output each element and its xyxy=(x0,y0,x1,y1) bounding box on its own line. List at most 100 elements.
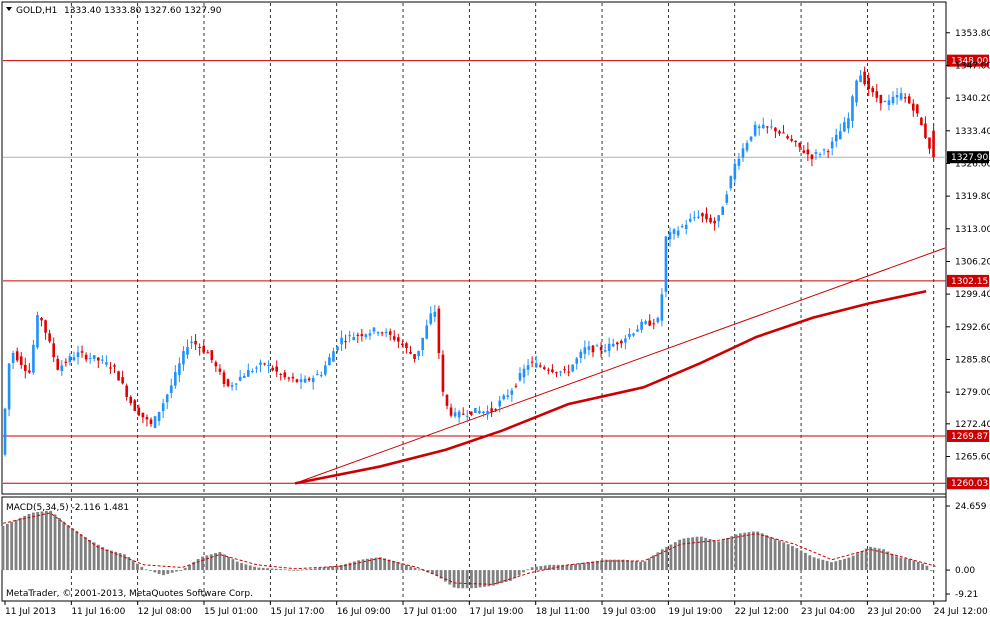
candle-body-bear xyxy=(875,91,879,98)
candle-body-bull xyxy=(36,315,39,348)
candle-body-bull xyxy=(421,337,424,351)
candle-body-bull xyxy=(169,385,173,393)
candle-body-bull xyxy=(770,126,773,128)
candle-body-bear xyxy=(210,350,214,361)
candle-body-bull xyxy=(384,331,388,334)
candle-body-bull xyxy=(315,374,319,376)
macd-histogram-bar xyxy=(5,523,9,571)
macd-histogram-bar xyxy=(339,564,343,571)
macd-histogram-bar xyxy=(79,534,83,571)
candle-body-bull xyxy=(583,347,587,354)
candle-body-bear xyxy=(129,396,133,404)
macd-histogram-bar xyxy=(49,510,53,571)
macd-histogram-bar xyxy=(500,570,504,584)
candle-body-bear xyxy=(19,356,23,366)
level-price-label: 1260.03 xyxy=(951,479,988,489)
macd-histogram-bar xyxy=(331,566,335,571)
candle-body-bull xyxy=(660,294,664,321)
candle-body-bear xyxy=(615,342,619,345)
macd-histogram-bar xyxy=(470,570,473,589)
time-tick-label: 23 Jul 20:00 xyxy=(867,607,921,617)
macd-histogram-bar xyxy=(812,557,816,571)
candle-body-bull xyxy=(465,415,469,417)
candle-body-bull xyxy=(328,357,331,366)
macd-histogram-bar xyxy=(404,564,408,571)
candle-body-bull xyxy=(899,93,903,100)
macd-histogram-bar xyxy=(873,547,877,571)
macd-histogram-bar xyxy=(383,558,387,571)
macd-histogram-bar xyxy=(162,570,165,576)
candle-body-bull xyxy=(676,230,680,236)
current-price-label: 1327.90 xyxy=(951,153,988,163)
candle-body-bear xyxy=(401,343,404,346)
macd-tick-label: 0.00 xyxy=(955,566,975,576)
horizontal-levels-layer: 1348.00 1302.15 1269.87 1260.03 1327.90 xyxy=(3,54,989,490)
copyright-text: MetaTrader, © 2001-2013, MetaQuotes Soft… xyxy=(6,589,253,599)
candle-body-bull xyxy=(632,333,635,336)
macd-histogram-bar xyxy=(765,535,768,571)
macd-histogram-bar xyxy=(248,565,252,571)
price-tick-label: 1265.60 xyxy=(955,452,990,462)
time-tick-label: 19 Jul 03:00 xyxy=(602,607,656,617)
macd-histogram-bar xyxy=(478,570,482,588)
macd-histogram-bar xyxy=(10,521,14,571)
macd-histogram-bar xyxy=(352,561,356,571)
candle-body-bull xyxy=(352,337,356,341)
macd-histogram-bar xyxy=(734,534,738,571)
macd-histogram-bar xyxy=(75,531,79,571)
macd-histogram-bar xyxy=(916,561,920,571)
candle-body-bull xyxy=(814,152,818,154)
macd-histogram-bar xyxy=(62,521,66,571)
macd-histogram-bar xyxy=(127,557,131,571)
current-price-tag xyxy=(947,151,989,164)
candle-body-bull xyxy=(887,100,891,106)
candle-body-bull xyxy=(433,311,437,317)
candle-body-bear xyxy=(867,77,870,89)
macd-histogram-bar xyxy=(630,560,634,571)
candle-body-bull xyxy=(303,378,307,383)
macd-histogram-bar xyxy=(179,570,183,571)
macd-histogram-bar xyxy=(760,533,764,571)
candle-body-bull xyxy=(624,338,627,343)
macd-histogram-bar xyxy=(300,569,304,571)
price-tick-label: 1319.80 xyxy=(955,192,990,202)
time-tick-label: 23 Jul 04:00 xyxy=(801,607,855,617)
level-price-tag xyxy=(947,429,989,442)
macd-histogram-bar xyxy=(88,539,92,571)
candle-body-bull xyxy=(607,343,611,351)
macd-histogram-bar xyxy=(149,570,152,571)
candle-body-bull xyxy=(656,317,660,323)
macd-histogram-bar xyxy=(396,562,400,571)
macd-histogram-bar xyxy=(691,537,695,571)
candle-body-bear xyxy=(563,369,566,371)
candle-body-bear xyxy=(798,142,802,148)
candle-body-bear xyxy=(344,341,347,343)
candle-body-bear xyxy=(652,323,656,325)
macd-histogram-bar xyxy=(391,560,395,571)
symbol-label: GOLD,H1 xyxy=(16,6,57,16)
candle-body-bear xyxy=(907,96,911,104)
macd-histogram-bar xyxy=(886,551,890,571)
candle-body-bull xyxy=(737,158,741,166)
price-axis: 1353.80 1347.00 1340.20 1333.40 1326.60 1319.… xyxy=(946,29,990,462)
candle-body-bear xyxy=(226,379,230,387)
macd-histogram-bar xyxy=(18,517,22,571)
macd-histogram-bar xyxy=(782,542,786,571)
candle-body-bull xyxy=(332,351,335,362)
candle-body-bear xyxy=(291,376,295,379)
candle-body-bull xyxy=(336,346,339,351)
candle-body-bull xyxy=(587,346,591,350)
macd-histogram-bar xyxy=(639,561,643,571)
macd-histogram-bar xyxy=(335,565,339,571)
dropdown-triangle-icon[interactable] xyxy=(6,7,12,11)
macd-histogram-bar xyxy=(851,555,855,571)
macd-histogram-bar xyxy=(882,549,885,571)
macd-histogram-bar xyxy=(44,510,48,571)
candle-body-bear xyxy=(56,358,60,370)
macd-histogram-bar xyxy=(821,559,825,571)
macd-histogram-bar xyxy=(799,550,803,571)
candle-body-bear xyxy=(409,351,412,354)
macd-histogram-bar xyxy=(908,559,911,571)
candle-body-bear xyxy=(445,394,449,406)
candle-body-bear xyxy=(778,131,781,134)
